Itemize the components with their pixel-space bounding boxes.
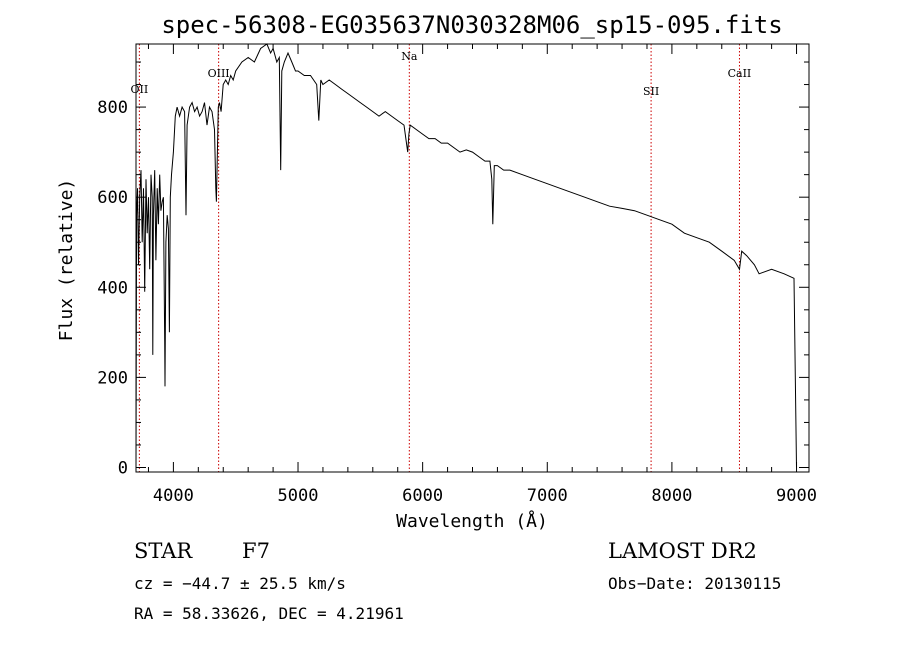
y-tick-label: 400 (97, 278, 128, 298)
x-tick-label: 7000 (527, 486, 568, 506)
y-tick-label: 200 (97, 368, 128, 388)
observation-date: Obs−Date: 20130115 (608, 574, 781, 593)
spectral-line-label-sii: SII (643, 85, 659, 98)
spectral-line-label-oiii: OIII (208, 67, 230, 80)
spectral-line-label-caii: CaII (728, 67, 752, 80)
object-subclass: F7 (242, 539, 270, 563)
chart-title: spec-56308-EG035637N030328M06_sp15-095.f… (161, 11, 782, 39)
spectral-line-label-oii: OII (131, 83, 149, 96)
spectral-line-markers: OII OIII Na SII CaII (131, 44, 752, 472)
y-tick-label: 600 (97, 188, 128, 208)
spectral-line-label-na: Na (401, 50, 418, 63)
spectrum-series-line (135, 43, 797, 468)
y-tick-label: 0 (118, 458, 128, 478)
x-tick-label: 5000 (278, 486, 319, 506)
ra-dec-coordinates: RA = 58.33626, DEC = 4.21961 (134, 604, 404, 623)
y-tick-label: 800 (97, 98, 128, 118)
y-axis-label: Flux (relative) (56, 179, 77, 342)
x-tick-label: 6000 (402, 486, 443, 506)
x-axis-label: Wavelength (Å) (396, 510, 548, 532)
survey-name: LAMOST DR2 (608, 539, 757, 563)
x-tick-label: 4000 (153, 486, 194, 506)
redshift-cz: cz = −44.7 ± 25.5 km/s (134, 574, 346, 593)
x-tick-label: 8000 (651, 486, 692, 506)
x-tick-label: 9000 (776, 486, 817, 506)
plot-frame (135, 43, 810, 473)
axis-ticks: 4000 5000 6000 7000 8000 9000 0 200 400 600 800 (97, 44, 817, 506)
object-class: STAR (134, 539, 193, 563)
